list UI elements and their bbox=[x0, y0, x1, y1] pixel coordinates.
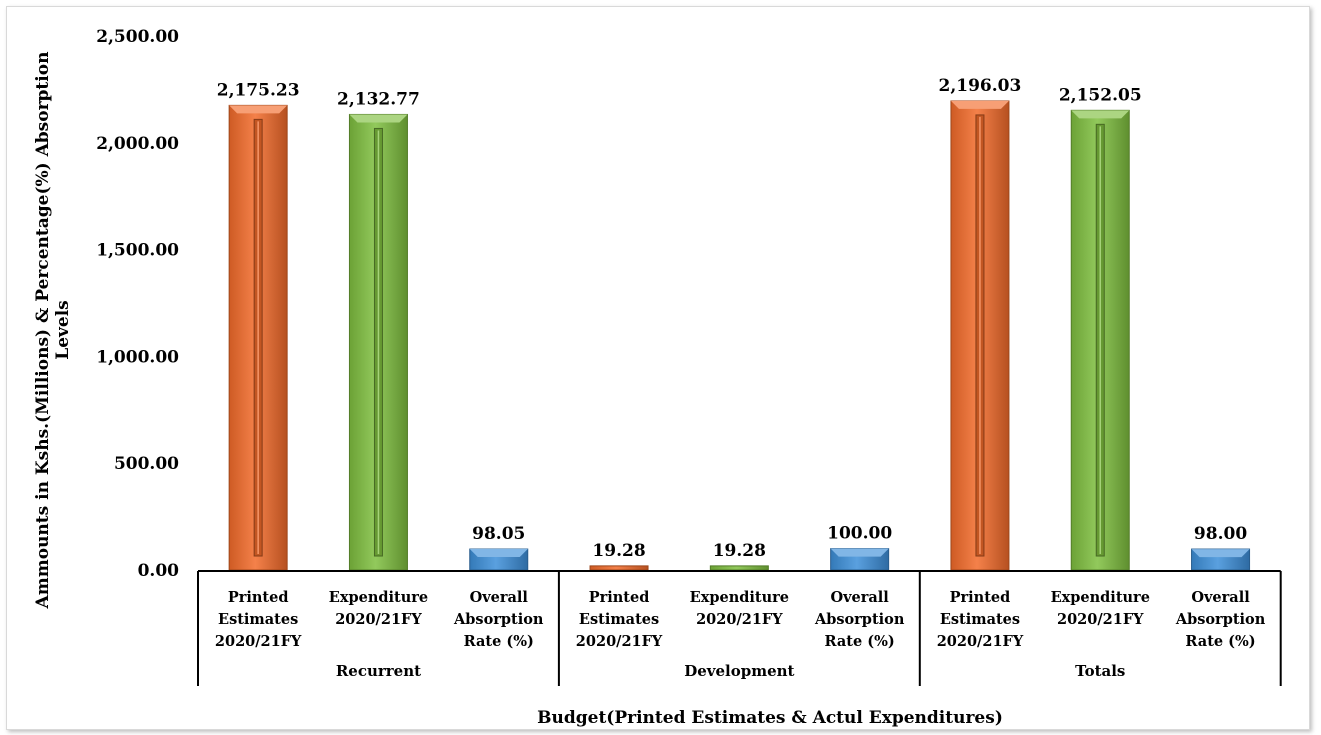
group-label-recurrent: Recurrent bbox=[336, 662, 421, 680]
bar-development-2: 19.28 bbox=[709, 541, 769, 571]
bars: 2,175.23 2,132.77 98.05 19.28 19.28 100.00 2,1… bbox=[217, 76, 1251, 571]
y-axis-title: Ammounts in Kshs.(Millions) & Percentage… bbox=[33, 52, 73, 610]
data-label: 19.28 bbox=[592, 541, 645, 561]
bar-recurrent-1: 2,175.23 bbox=[217, 80, 300, 571]
bar-totals-3: 98.00 bbox=[1191, 524, 1251, 571]
data-label: 19.28 bbox=[713, 541, 766, 561]
category-label: Expenditure 2020/21FY bbox=[329, 589, 428, 628]
bar-bevel bbox=[469, 549, 528, 558]
data-label: 2,175.23 bbox=[217, 80, 300, 100]
bar-bevel bbox=[1071, 110, 1130, 119]
category-label: Printed Estimates 2020/21FY bbox=[215, 589, 302, 650]
category-label: Overall Absorption Rate (%) bbox=[814, 589, 905, 650]
data-label: 2,132.77 bbox=[337, 89, 420, 109]
x-axis-title: Budget(Printed Estimates & Actul Expendi… bbox=[537, 708, 1003, 728]
y-tick-label: 500.00 bbox=[114, 454, 179, 474]
bar-body bbox=[709, 565, 769, 571]
bar-recurrent-3: 98.05 bbox=[469, 524, 529, 571]
bar-recurrent-2: 2,132.77 bbox=[337, 89, 420, 571]
category-label: Expenditure 2020/21FY bbox=[1051, 589, 1150, 628]
bar-development-1: 19.28 bbox=[589, 541, 649, 571]
y-tick-label: 1,500.00 bbox=[96, 241, 179, 261]
category-label: Expenditure 2020/21FY bbox=[690, 589, 789, 628]
category-label: Overall Absorption Rate (%) bbox=[453, 589, 544, 650]
bar-bevel bbox=[1191, 549, 1250, 558]
y-tick-label: 2,500.00 bbox=[96, 27, 179, 47]
bar-bevel bbox=[830, 548, 889, 557]
category-label: Printed Estimates 2020/21FY bbox=[937, 589, 1024, 650]
y-tick-label: 0.00 bbox=[138, 561, 180, 581]
bar-bevel bbox=[229, 105, 288, 114]
bar-totals-2: 2,152.05 bbox=[1059, 85, 1142, 571]
y-axis-title-line-2: Levels bbox=[53, 300, 73, 360]
y-axis-title-line-1: Ammounts in Kshs.(Millions) & Percentage… bbox=[33, 52, 53, 610]
y-tick-label: 2,000.00 bbox=[96, 134, 179, 154]
y-tick-label: 1,000.00 bbox=[96, 347, 179, 367]
category-label: Overall Absorption Rate (%) bbox=[1175, 589, 1266, 650]
category-label: Printed Estimates 2020/21FY bbox=[576, 589, 663, 650]
data-label: 2,196.03 bbox=[939, 76, 1022, 96]
data-label: 98.00 bbox=[1194, 524, 1247, 544]
bar-body bbox=[589, 565, 649, 571]
group-label-totals: Totals bbox=[1075, 662, 1125, 680]
bar-bevel bbox=[950, 100, 1009, 109]
x-axis: Printed Estimates 2020/21FY Expenditure 2020… bbox=[197, 570, 1282, 686]
data-label: 100.00 bbox=[827, 524, 892, 544]
bar-development-3: 100.00 bbox=[827, 524, 892, 571]
bar-totals-1: 2,196.03 bbox=[939, 76, 1022, 571]
data-label: 98.05 bbox=[472, 524, 525, 544]
data-label: 2,152.05 bbox=[1059, 85, 1142, 105]
group-label-development: Development bbox=[684, 662, 794, 680]
bar-bevel bbox=[349, 114, 408, 123]
y-axis-ticks: 0.00 500.00 1,000.00 1,500.00 2,000.00 2,500.… bbox=[96, 27, 179, 581]
